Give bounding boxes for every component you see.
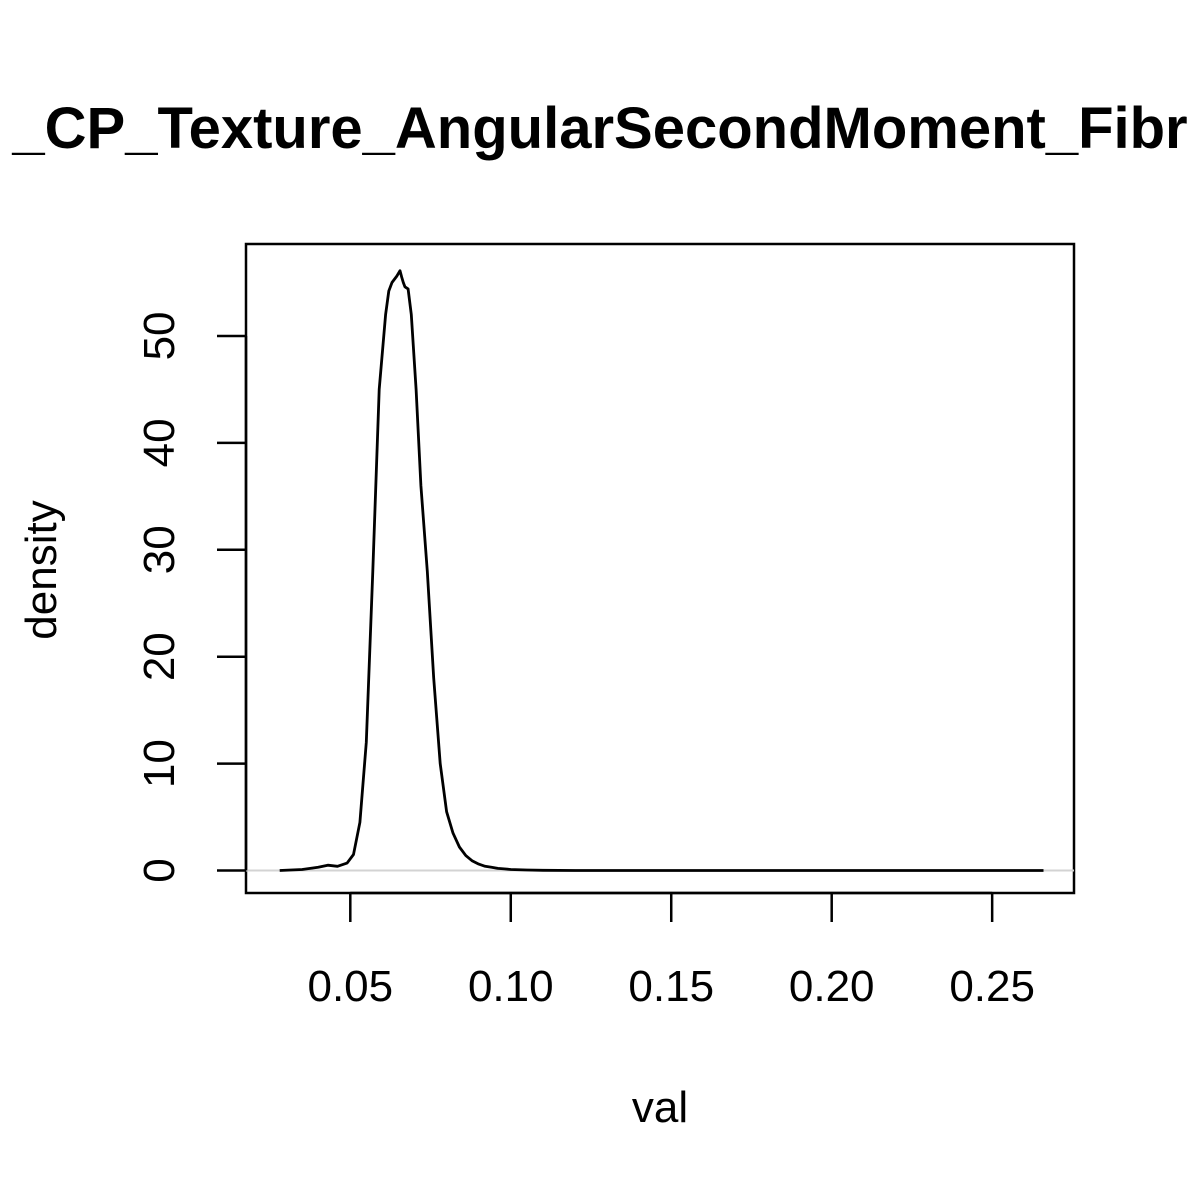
x-tick-label: 0.15	[628, 962, 714, 1011]
x-tick-label: 0.25	[949, 962, 1035, 1011]
plot-frame	[244, 242, 1076, 895]
x-tick-label: 0.20	[789, 962, 875, 1011]
x-axis: 0.05 0.10 0.15 0.20 0.25	[307, 891, 1035, 1011]
x-tick-label: 0.10	[468, 962, 554, 1011]
y-tick-label: 0	[135, 858, 184, 882]
chart-title: _CP_Texture_AngularSecondMoment_Fibr	[11, 96, 1187, 161]
x-axis-label: val	[632, 1083, 688, 1132]
y-tick-label: 10	[135, 739, 184, 788]
density-curve	[279, 269, 1044, 872]
y-tick-label: 50	[135, 311, 184, 360]
y-tick-label: 30	[135, 525, 184, 574]
y-tick-label: 40	[135, 418, 184, 467]
y-tick-label: 20	[135, 632, 184, 681]
x-tick-label: 0.05	[307, 962, 393, 1011]
y-axis-label: density	[17, 500, 66, 639]
y-axis: 0 10 20 30 40 50	[135, 311, 248, 883]
